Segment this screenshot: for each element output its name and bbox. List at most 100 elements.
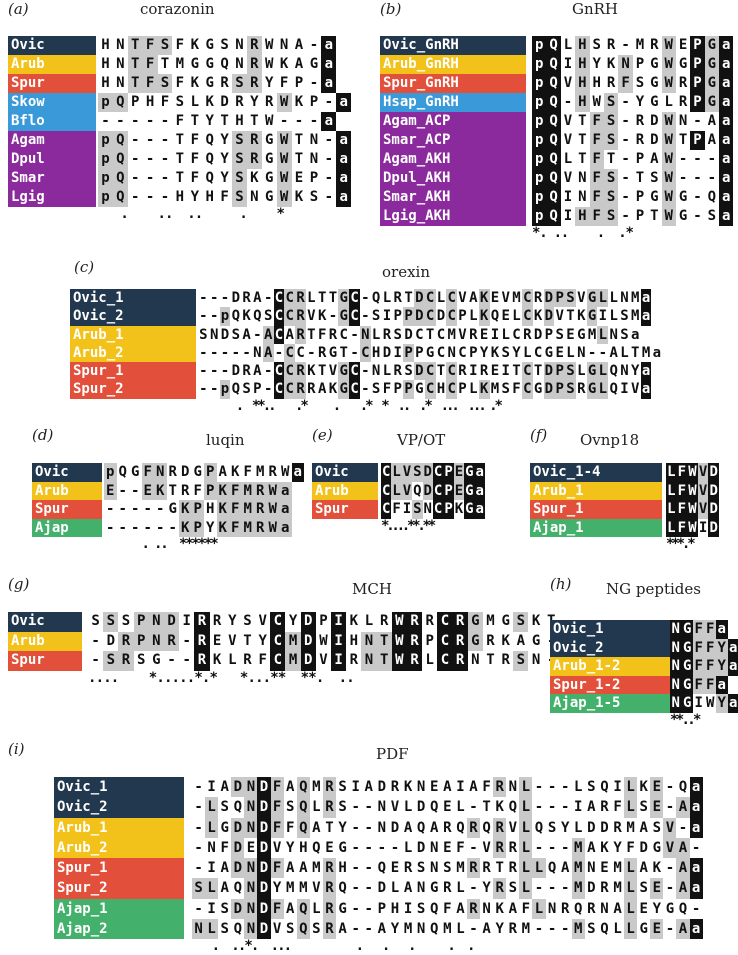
species-names-f: Ovic_1-4 Arub_1 Spur_1 Ajap_1	[530, 463, 662, 537]
species-name: Ovic_2	[54, 797, 184, 818]
species-name: Bflo	[8, 112, 96, 131]
species-name: Dpul	[8, 150, 96, 169]
species-name: Ovic_1	[54, 777, 184, 798]
consensus-line: *. .. . . *	[532, 225, 634, 241]
species-name: Agam_ACP	[380, 112, 526, 131]
consensus-line: * * *. *	[666, 536, 696, 552]
species-name: Ovic_1	[550, 620, 672, 639]
species-names-h: Ovic_1 Ovic_2 Arub_1-2 Spur_1-2 Ajap_1-5	[550, 620, 672, 713]
panel-label-h: (h)	[550, 575, 572, 593]
species-name: Spur	[32, 500, 102, 519]
species-name: Arub_1	[70, 325, 196, 344]
consensus-line: .... *..... *. * *... * * * *. ..	[88, 669, 355, 686]
species-name: Ovic_GnRH	[380, 36, 526, 55]
species-name: Ovic_1-4	[530, 463, 662, 482]
consensus-line: . .. .. . *	[120, 206, 285, 222]
species-name: Spur	[8, 651, 82, 671]
alignment-g: SSSPNDIRRYSVCYDPIKLRWRRCRGMGSKT-DRPNR-RE…	[88, 612, 559, 687]
species-name: Spur	[312, 500, 378, 519]
species-name: Arub_1-2	[550, 657, 672, 676]
consensus-line: . .. * * * * * *	[141, 536, 219, 552]
species-names-c: Ovic_1 Ovic_2 Arub_1 Arub_2 Spur_1 Spur_2	[70, 289, 196, 399]
panel-title-b: GnRH	[572, 0, 619, 18]
species-name: Smar	[8, 169, 96, 188]
species-name: Ajap_2	[54, 919, 184, 940]
panel-label-f: (f)	[530, 426, 548, 444]
panel-label-a: (a)	[8, 0, 29, 18]
species-names-a: Ovic Arub Spur Skow Bflo Agam Dpul Smar Lgig	[8, 36, 96, 207]
panel-title-g: MCH	[352, 580, 392, 598]
species-name: Ovic	[8, 36, 96, 55]
species-name: Spur_2	[54, 878, 184, 899]
species-name: Ovic	[312, 463, 378, 482]
panel-title-e: VP/OT	[397, 431, 446, 449]
species-name: Skow	[8, 93, 96, 112]
species-name: Arub	[8, 55, 96, 74]
species-name: Dpul_AKH	[380, 169, 526, 188]
consensus-line: *.... * *. * *	[381, 517, 437, 534]
consensus-line: . * *.. . * . . * * .. . * ... ... . *	[235, 397, 503, 414]
species-names-d: Ovic Arub Spur Ajap	[32, 463, 102, 537]
species-name: Hsap_GnRH	[380, 93, 526, 112]
sequence-row: SSSPNDIRRYSVCYDPIKLRWRRCRGMGSKT	[88, 612, 559, 632]
species-name: Lgig	[8, 188, 96, 207]
panel-label-e: (e)	[312, 426, 333, 444]
species-name: Arub	[32, 481, 102, 500]
species-name: Arub	[8, 631, 82, 651]
species-name: Spur_1	[54, 858, 184, 879]
panel-title-a: corazonin	[140, 0, 215, 18]
species-name: Lgig_AKH	[380, 207, 526, 226]
consensus-line: . .. *. ... . . . . .	[211, 938, 476, 955]
panel-label-i: (i)	[8, 740, 25, 758]
species-name: Ajap_1	[54, 898, 184, 920]
panel-title-i: PDF	[376, 745, 409, 763]
species-name: Agam_AKH	[380, 150, 526, 169]
species-name: Spur_1	[530, 500, 662, 519]
species-names-b: Ovic_GnRH Arub_GnRH Spur_GnRH Hsap_GnRH Agam…	[380, 36, 526, 226]
species-name: Spur_GnRH	[380, 74, 526, 93]
species-names-e: Ovic Arub Spur	[312, 463, 378, 519]
panel-title-c: orexin	[382, 263, 430, 281]
panel-title-h: NG peptides	[606, 580, 701, 598]
species-name: Spur	[8, 74, 96, 93]
species-name: Arub_1	[530, 481, 662, 500]
species-name: Spur_2	[70, 380, 196, 399]
